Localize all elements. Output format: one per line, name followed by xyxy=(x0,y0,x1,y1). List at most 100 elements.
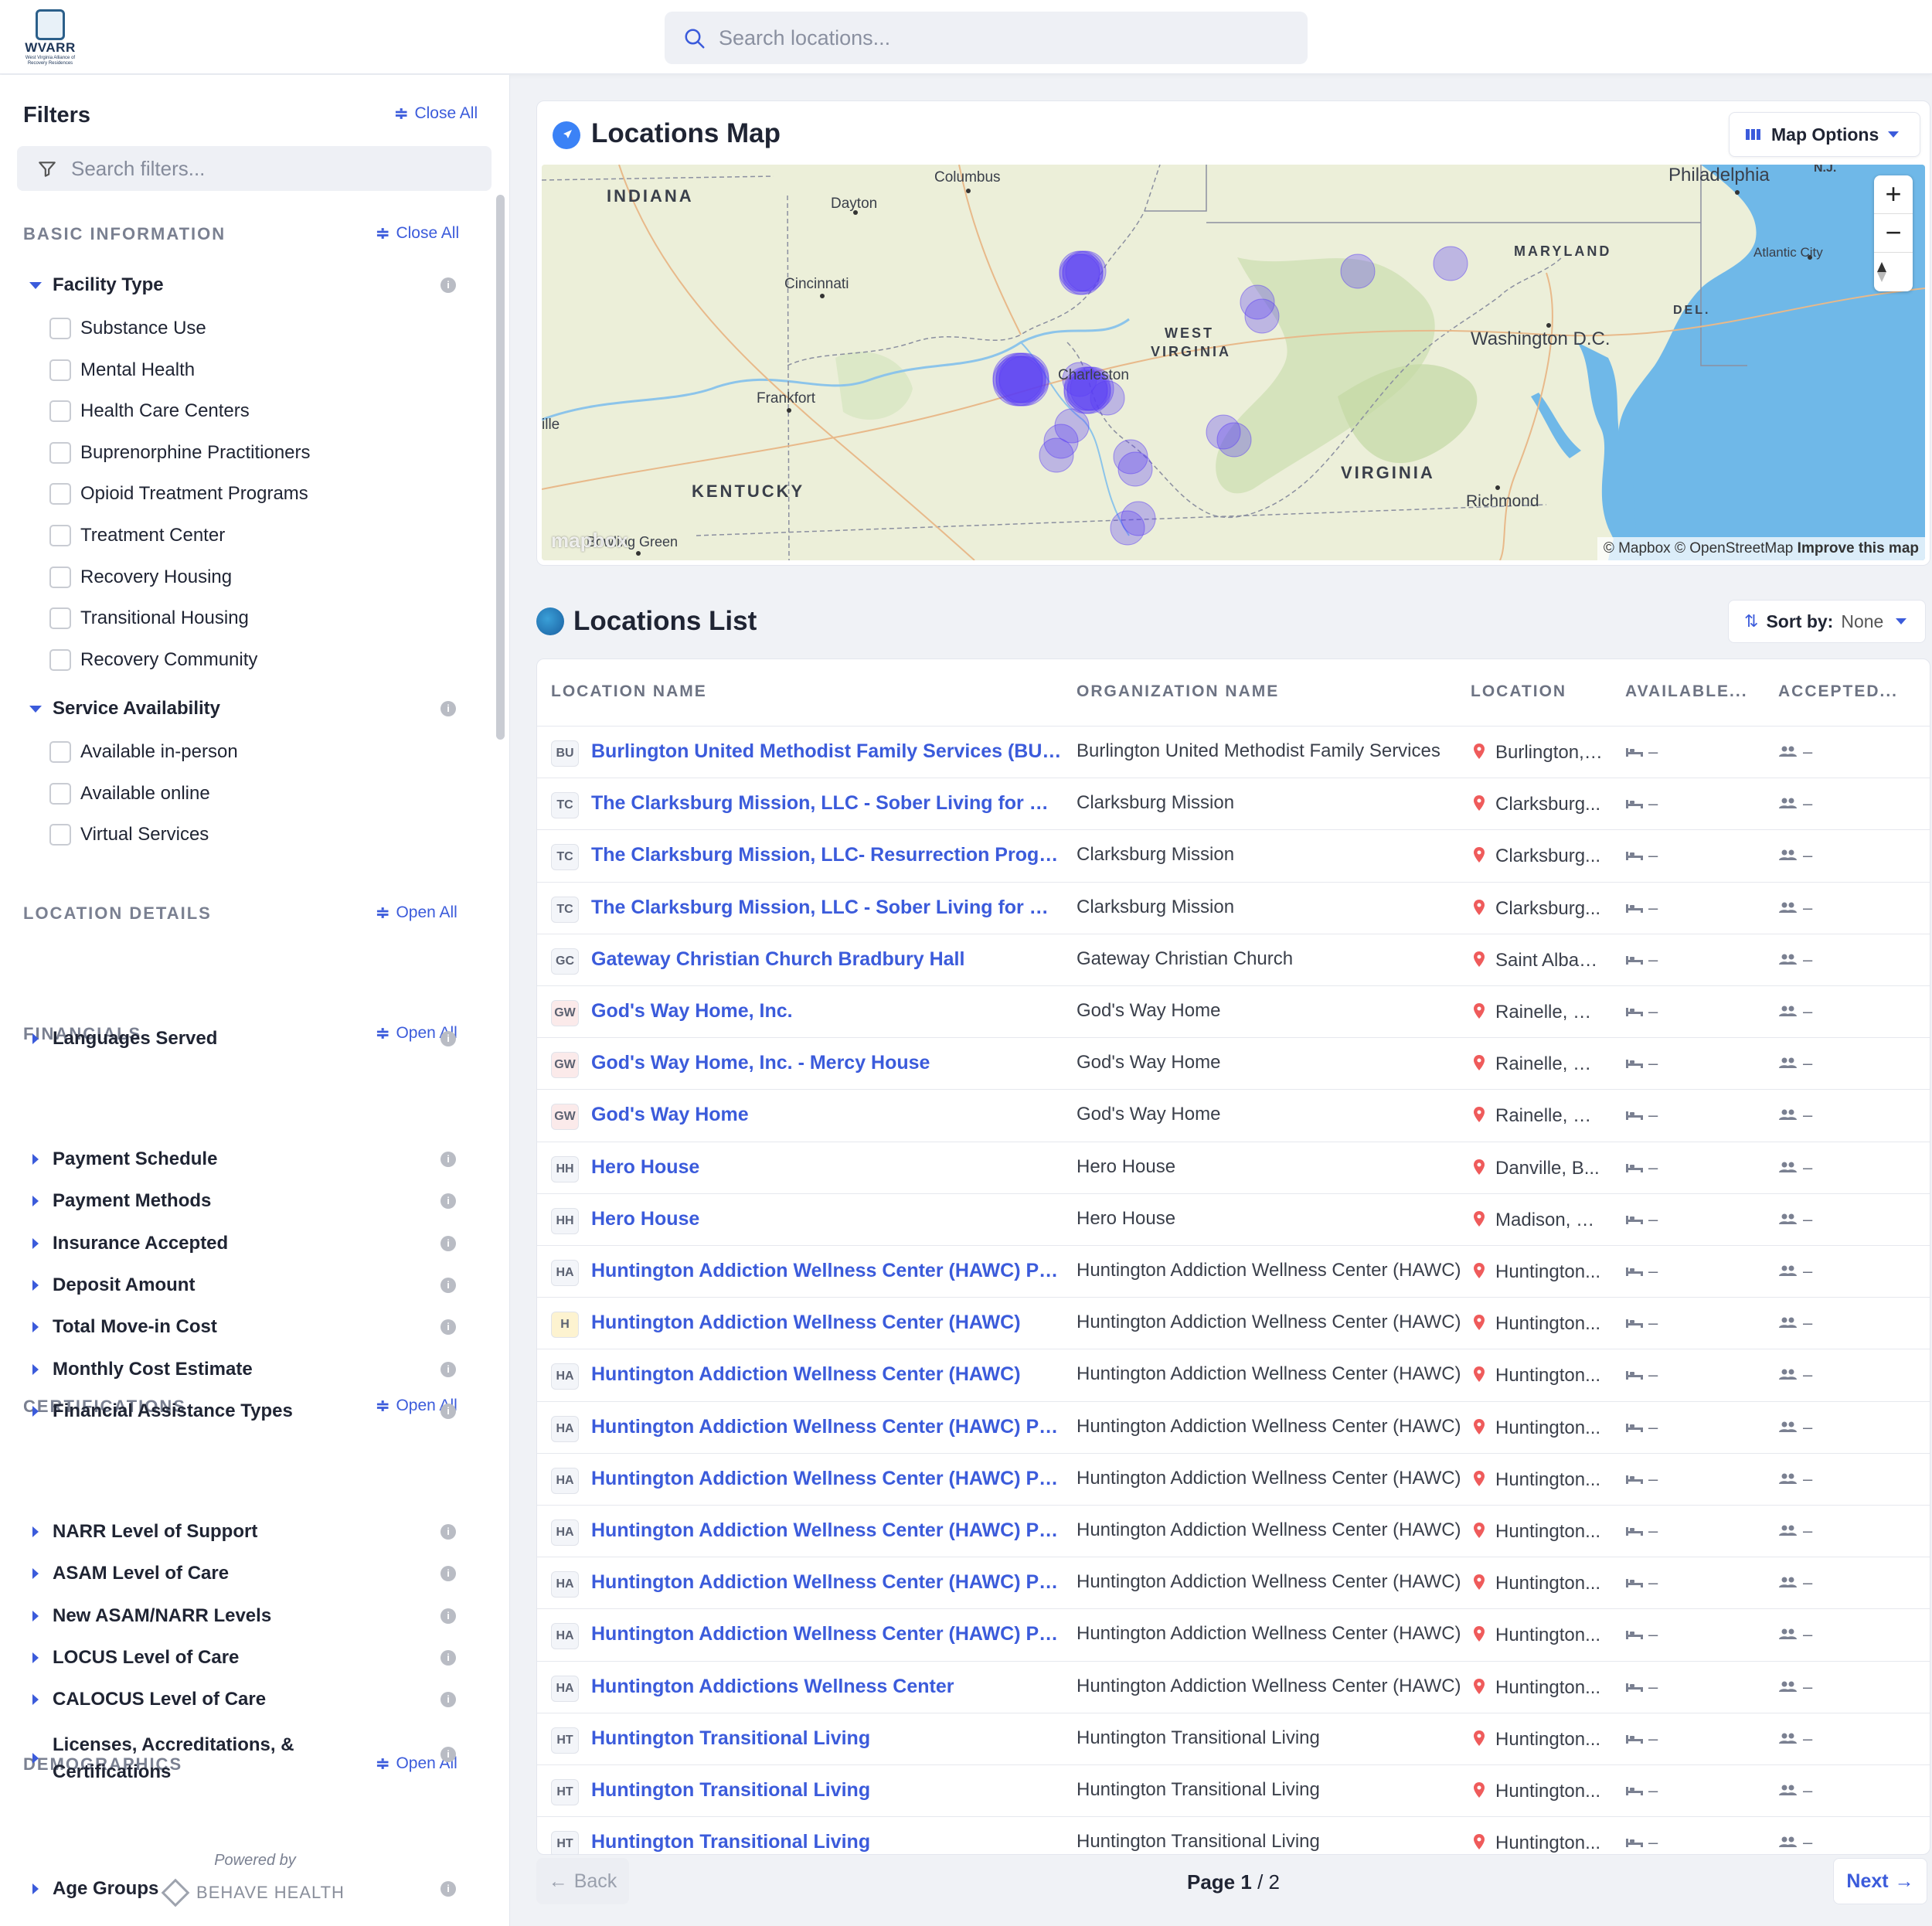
checkbox[interactable] xyxy=(49,441,71,464)
location-name-link[interactable]: Hero House xyxy=(591,1207,700,1230)
location-search-input[interactable] xyxy=(719,12,1291,64)
filter-group-toggle[interactable]: Monthly Cost Estimate xyxy=(29,1359,253,1380)
filter-group-toggle[interactable]: New ASAM/NARR Levels xyxy=(29,1605,271,1627)
location-name-link[interactable]: Hero House xyxy=(591,1155,700,1178)
table-row[interactable]: H Huntington Addiction Wellness Center (H… xyxy=(537,1297,1930,1349)
column-header-accepted[interactable]: ACCEPTED... xyxy=(1778,682,1899,700)
location-name-link[interactable]: Gateway Christian Church Bradbury Hall xyxy=(591,948,965,970)
location-marker[interactable] xyxy=(1113,439,1148,475)
location-marker[interactable] xyxy=(1043,424,1079,459)
table-row[interactable]: GW God's Way Home, Inc. God's Way Home Rain… xyxy=(537,985,1930,1037)
info-icon[interactable]: i xyxy=(440,701,456,716)
location-name-link[interactable]: Burlington United Methodist Family Servi… xyxy=(591,740,1063,762)
location-marker[interactable] xyxy=(1039,437,1074,473)
info-icon[interactable]: i xyxy=(440,1152,456,1167)
info-icon[interactable]: i xyxy=(440,1608,456,1624)
table-row[interactable]: HA Huntington Addictions Wellness Center H… xyxy=(537,1660,1930,1713)
filter-group-toggle[interactable]: Financial Assistance Types xyxy=(29,1400,293,1422)
table-row[interactable]: BU Burlington United Methodist Family Ser… xyxy=(537,726,1930,778)
info-icon[interactable]: i xyxy=(440,1277,456,1293)
facility-type-option[interactable]: Health Care Centers xyxy=(49,400,250,423)
checkbox[interactable] xyxy=(49,318,71,339)
facility-type-option[interactable]: Transitional Housing xyxy=(49,607,249,630)
location-marker[interactable] xyxy=(1090,380,1125,416)
back-button[interactable]: ← Back xyxy=(536,1858,629,1904)
location-name-link[interactable]: Huntington Addiction Wellness Center (HA… xyxy=(591,1571,1063,1594)
map-canvas[interactable]: INDIANA KENTUCKY WEST VIRGINIA VIRGINIA … xyxy=(542,165,1925,560)
column-header-location-name[interactable]: LOCATION NAME xyxy=(551,682,707,700)
location-marker[interactable] xyxy=(1110,510,1145,546)
facility-type-toggle[interactable]: Facility Type xyxy=(29,274,164,296)
location-name-link[interactable]: Huntington Transitional Living xyxy=(591,1727,871,1749)
table-row[interactable]: HA Huntington Addiction Wellness Center (… xyxy=(537,1608,1930,1660)
info-icon[interactable]: i xyxy=(440,1746,456,1762)
table-row[interactable]: HA Huntington Addiction Wellness Center (… xyxy=(537,1349,1930,1400)
location-name-link[interactable]: God's Way Home, Inc. - Mercy House xyxy=(591,1052,930,1074)
location-name-link[interactable]: Huntington Addiction Wellness Center (HA… xyxy=(591,1415,1063,1438)
checkbox[interactable] xyxy=(49,607,71,630)
facility-type-option[interactable]: Mental Health xyxy=(49,359,195,381)
checkbox[interactable] xyxy=(49,824,71,846)
facility-type-option[interactable]: Treatment Center xyxy=(49,525,225,546)
service-availability-option[interactable]: Available online xyxy=(49,782,210,805)
location-marker[interactable] xyxy=(1062,362,1097,397)
location-marker[interactable] xyxy=(1062,254,1104,295)
column-header-available[interactable]: AVAILABLE... xyxy=(1625,682,1748,700)
location-name-link[interactable]: Huntington Transitional Living xyxy=(591,1779,871,1801)
location-marker[interactable] xyxy=(1121,501,1156,536)
table-row[interactable]: HA Huntington Addiction Wellness Center (… xyxy=(537,1452,1930,1505)
filter-group-toggle[interactable]: Payment Methods xyxy=(29,1190,211,1212)
location-name-link[interactable]: Huntington Addiction Wellness Center (HA… xyxy=(591,1363,1021,1386)
sort-by-button[interactable]: ⇅ Sort by: None xyxy=(1728,600,1926,643)
table-row[interactable]: HH Hero House Hero House Madison, B... – – xyxy=(537,1193,1930,1245)
location-name-link[interactable]: Huntington Addiction Wellness Center (HA… xyxy=(591,1260,1063,1281)
location-name-link[interactable]: Huntington Addictions Wellness Center xyxy=(591,1675,954,1697)
column-header-organization-name[interactable]: ORGANIZATION NAME xyxy=(1077,682,1280,700)
filter-group-toggle[interactable]: Payment Schedule xyxy=(29,1148,217,1170)
info-icon[interactable]: i xyxy=(440,1566,456,1582)
location-marker[interactable] xyxy=(1240,284,1275,320)
improve-map-link[interactable]: Improve this map xyxy=(1797,540,1919,556)
info-icon[interactable]: i xyxy=(440,1692,456,1708)
checkbox[interactable] xyxy=(49,400,71,423)
table-row[interactable]: HA Huntington Addiction Wellness Center (… xyxy=(537,1557,1930,1608)
basic-information-close-all-button[interactable]: ≑ Close All xyxy=(376,224,459,243)
compass-reset-button[interactable] xyxy=(1874,253,1913,291)
facility-type-option[interactable]: Opioid Treatment Programs xyxy=(49,483,308,505)
filter-group-toggle[interactable]: Licenses, Accreditations, & Certificatio… xyxy=(29,1731,323,1785)
checkbox[interactable] xyxy=(49,525,71,546)
location-marker[interactable] xyxy=(1054,408,1090,444)
location-search-box[interactable] xyxy=(665,12,1308,64)
table-row[interactable]: GC Gateway Christian Church Bradbury Hall… xyxy=(537,933,1930,985)
checkbox[interactable] xyxy=(49,483,71,505)
location-name-link[interactable]: Huntington Transitional Living xyxy=(591,1831,871,1853)
mapbox-logo[interactable]: mapbox xyxy=(551,529,628,552)
info-icon[interactable]: i xyxy=(440,1193,456,1210)
service-availability-option[interactable]: Available in-person xyxy=(49,741,238,763)
info-icon[interactable]: i xyxy=(440,1361,456,1377)
wvarr-logo[interactable]: WVARR West Virginia Alliance of Recovery… xyxy=(22,9,79,66)
location-marker[interactable] xyxy=(1433,246,1468,281)
checkbox[interactable] xyxy=(49,648,71,671)
facility-type-option[interactable]: Buprenorphine Practitioners xyxy=(49,441,311,464)
filters-close-all-button[interactable]: ≑ Close All xyxy=(394,104,478,123)
attribution-osm-link[interactable]: © OpenStreetMap xyxy=(1674,540,1794,556)
location-marker[interactable] xyxy=(1066,369,1111,414)
facility-type-option[interactable]: Recovery Community xyxy=(49,648,257,671)
location-marker[interactable] xyxy=(1244,298,1280,334)
filter-group-toggle[interactable]: ASAM Level of Care xyxy=(29,1563,229,1584)
location-name-link[interactable]: Huntington Addiction Wellness Center (HA… xyxy=(591,1519,1063,1541)
location-marker[interactable] xyxy=(1206,414,1241,450)
location-name-link[interactable]: The Clarksburg Mission, LLC - Sober Livi… xyxy=(591,896,1063,918)
filter-group-toggle[interactable]: LOCUS Level of Care xyxy=(29,1647,239,1669)
filter-group-toggle[interactable]: Languages Served xyxy=(29,1028,217,1050)
filter-group-toggle[interactable]: CALOCUS Level of Care xyxy=(29,1689,266,1710)
location-marker[interactable] xyxy=(1216,422,1252,458)
checkbox[interactable] xyxy=(49,566,71,588)
table-row[interactable]: TC The Clarksburg Mission, LLC - Sober Li… xyxy=(537,881,1930,934)
column-header-location[interactable]: LOCATION xyxy=(1471,682,1567,700)
info-icon[interactable]: i xyxy=(440,1319,456,1336)
table-row[interactable]: TC The Clarksburg Mission, LLC- Resurrect… xyxy=(537,829,1930,881)
location-name-link[interactable]: God's Way Home xyxy=(591,1104,749,1126)
location-marker[interactable] xyxy=(1065,250,1107,292)
